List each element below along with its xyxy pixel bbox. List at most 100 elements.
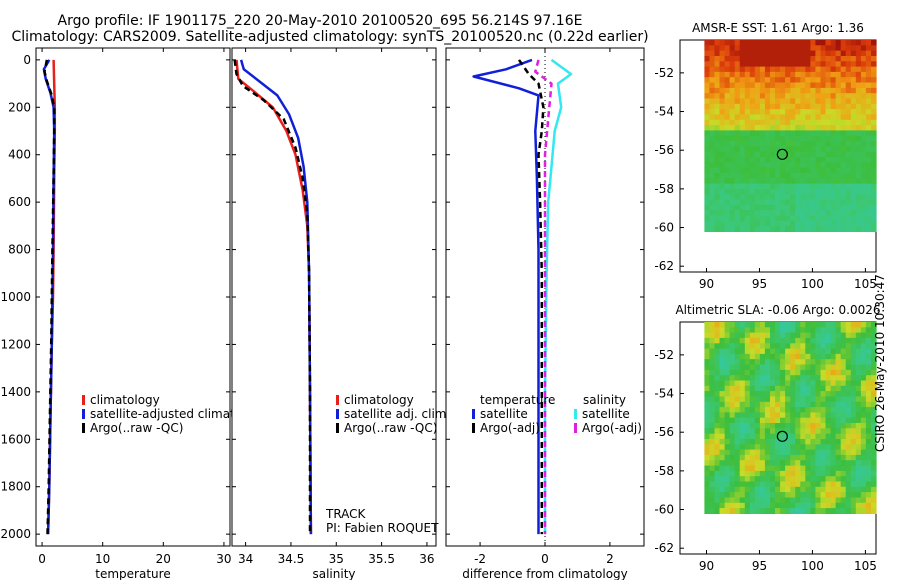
sst-map-cell: [759, 61, 766, 68]
sst-map-cell: [780, 194, 786, 201]
sst-map-cell: [714, 157, 721, 163]
sst-map-cell: [759, 135, 766, 142]
sla-map-cell: [835, 391, 842, 397]
sst-map-cell: [724, 40, 731, 46]
sst-map-cell: [830, 130, 837, 137]
sla-map-cell: [785, 391, 791, 397]
sst-map-cell: [871, 103, 877, 110]
sst-map-cell: [860, 103, 867, 110]
difference-series-salinity-argo-adj-: [534, 59, 553, 535]
sla-map-cell: [825, 407, 832, 413]
sla-map-cell: [790, 492, 796, 498]
sla-map-cell: [820, 444, 827, 451]
difference-xlabel: difference from climatology: [462, 567, 628, 580]
sla-map-cell: [724, 486, 731, 493]
sla-map-cell: [835, 423, 842, 429]
sla-map-cell: [724, 353, 731, 360]
sst-map-cell: [815, 157, 821, 163]
sla-map-cell: [785, 454, 791, 461]
sla-map-cell: [805, 492, 811, 498]
sst-map-cell: [850, 103, 857, 110]
sst-map-cell: [719, 146, 726, 153]
sst-map-cell: [785, 125, 791, 131]
sla-map-cell: [845, 476, 852, 483]
sla-map-cell: [744, 359, 751, 366]
y-tick-label: 400: [8, 148, 31, 162]
sla-map-cell: [865, 465, 872, 472]
sla-map-cell: [704, 444, 710, 451]
sla-map-cell: [830, 369, 837, 376]
sla-map-cell: [850, 407, 857, 413]
sst-map-cell: [855, 40, 862, 46]
sst-map-cell: [719, 87, 726, 94]
sla-map-cell: [714, 375, 721, 382]
sla-map-cell: [815, 439, 821, 445]
sla-map-cell: [749, 486, 756, 493]
sst-map-cell: [865, 77, 872, 84]
sla-map-cell: [810, 476, 816, 483]
sla-map-cell: [704, 449, 710, 456]
sla-map-cell: [825, 385, 832, 392]
sla-map-cell: [749, 359, 756, 366]
sst-map-cell: [800, 199, 806, 206]
sla-map-cell: [764, 439, 771, 445]
sla-map-cell: [754, 375, 761, 382]
sla-map-cell: [850, 423, 857, 429]
sla-map-cell: [790, 444, 796, 451]
sst-map-cell: [759, 157, 766, 163]
sla-map-cell: [749, 380, 756, 387]
sst-map-cell: [719, 210, 726, 216]
sla-map-cell: [871, 353, 877, 360]
sst-map-cell: [764, 172, 771, 179]
sst-map-cell: [780, 210, 786, 216]
sst-map-cell: [759, 82, 766, 89]
sla-map-cell: [850, 364, 857, 371]
sla-map-cell: [749, 454, 756, 461]
sst-map-cell: [744, 157, 751, 163]
sla-map-cell: [734, 497, 741, 504]
sla-map-cell: [770, 428, 776, 435]
sla-map-cell: [850, 412, 857, 419]
sla-map-cell: [825, 508, 832, 514]
sst-map-cell: [835, 146, 842, 153]
sst-map-cell: [825, 71, 832, 78]
sst-map-cell: [840, 183, 847, 190]
sla-map-cell: [840, 460, 847, 467]
sla-map-cell: [780, 444, 786, 451]
sst-map-cell: [724, 77, 731, 84]
sla-map-cell: [754, 322, 761, 328]
sst-map-cell: [764, 141, 771, 147]
sla-map-cell: [840, 502, 847, 509]
sst-map-cell: [795, 220, 801, 227]
sla-map-cell: [810, 391, 816, 397]
sst-map-cell: [830, 103, 837, 110]
sla-map-cell: [709, 407, 715, 413]
sla-map-cell: [865, 417, 872, 424]
sla-map-cell: [704, 375, 710, 382]
sla-map-cell: [855, 343, 862, 350]
sst-map-cell: [744, 226, 751, 232]
sla-map-cell: [871, 337, 877, 344]
sst-map-cell: [840, 114, 847, 121]
sla-map-cell: [871, 465, 877, 472]
sla-map-cell: [749, 476, 756, 483]
sla-map-cell: [855, 407, 862, 413]
sla-map-cell: [780, 369, 786, 376]
sla-map-cell: [759, 423, 766, 429]
sst-map-cell: [749, 194, 756, 201]
sst-map-cell: [719, 61, 726, 68]
sst-map-cell: [704, 162, 710, 169]
sla-map-cell: [709, 465, 715, 472]
sla-map-cell: [840, 348, 847, 355]
sst-map-cell: [790, 183, 796, 190]
sla-map-cell: [729, 396, 736, 403]
sst-map-cell: [855, 109, 862, 115]
sst-map-cell: [795, 183, 801, 190]
sla-map-cell: [780, 343, 786, 350]
sla-map-cell: [800, 417, 806, 424]
sla-map-cell: [764, 332, 771, 339]
sla-map-cell: [734, 476, 741, 483]
sst-map-cell: [805, 135, 811, 142]
sla-map-cell: [709, 385, 715, 392]
sla-map-cell: [871, 412, 877, 419]
